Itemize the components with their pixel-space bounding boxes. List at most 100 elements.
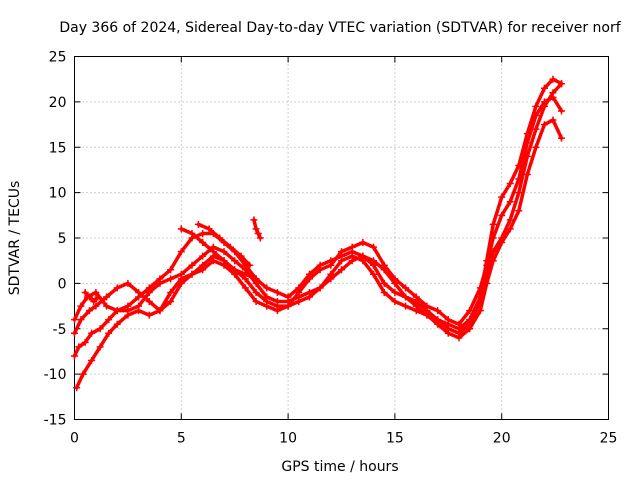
data-point [73,384,81,392]
data-point [177,275,185,283]
data-point [199,266,207,274]
data-point [327,257,335,265]
data-point [506,198,514,206]
data-point [124,302,132,310]
data-point [466,307,474,315]
data-point [532,143,540,151]
y-tick-label: 0 [58,276,67,292]
data-point [194,220,202,228]
data-point [316,261,324,269]
y-tick-label: 25 [49,50,67,66]
data-point [370,257,378,265]
data-point [423,302,431,310]
data-point [96,343,104,351]
data-point [489,220,497,228]
data-point [81,288,89,296]
data-point [199,229,207,237]
data-point [455,334,463,342]
y-axis-label: SDTVAR / TECUs [7,181,23,296]
data-point [88,357,96,365]
data-points [71,75,566,392]
data-point [79,370,87,378]
data-point [156,275,164,283]
data-point [199,239,207,247]
data-point [540,121,548,129]
x-tick-label: 25 [600,431,618,447]
data-point [188,261,196,269]
data-point [145,284,153,292]
data-point [135,293,143,301]
data-point [549,75,557,83]
data-point [220,248,228,256]
data-point [188,229,196,237]
data-point [532,125,540,133]
data-point [558,134,566,142]
data-point [113,284,121,292]
data-point [88,329,96,337]
data-point [105,316,113,324]
data-point [167,266,175,274]
data-point [92,302,100,310]
data-point [402,302,410,310]
data-point [316,284,324,292]
data-point [391,279,399,287]
data-point [380,279,388,287]
data-point [412,302,420,310]
data-point [252,225,260,233]
series-trace [74,118,564,390]
data-point [348,248,356,256]
data-point [256,234,264,242]
y-tick-label: 20 [49,95,67,111]
data-point [380,266,388,274]
data-point [523,170,531,178]
series-trace [252,218,263,240]
data-point [75,343,83,351]
data-point [167,288,175,296]
data-point [380,288,388,296]
x-tick-label: 0 [70,431,79,447]
data-point [284,302,292,310]
axis-ticks: 0 5 10 15 20 25 -15 -10 -5 0 5 10 15 20 25 [44,50,618,447]
data-point [71,352,78,360]
data-point [444,329,452,337]
data-point [498,239,506,247]
data-point [216,234,224,242]
series-trace [196,222,252,267]
data-point [177,225,185,233]
data-point [71,316,78,324]
data-point [105,329,113,337]
series-trace [83,290,100,304]
series-trace [72,77,564,331]
data-point [540,84,548,92]
data-point [188,270,196,278]
data-point [250,216,258,224]
data-point [515,161,523,169]
data-point [476,307,484,315]
series-track-8 [81,288,102,306]
data-point [167,298,175,306]
x-axis-label: GPS time / hours [281,459,398,475]
data-point [295,284,303,292]
data-point [273,307,281,315]
data-point [263,284,271,292]
data-point [359,252,367,260]
data-point [515,189,523,197]
data-point [549,93,557,101]
data-point [444,320,452,328]
series-trace [72,95,564,336]
data-point [220,257,228,265]
data-point [338,266,345,274]
data-point [205,225,213,233]
data-point [252,298,260,306]
data-point [391,288,399,296]
data-point [231,257,239,265]
data-point [391,298,399,306]
data-point [558,80,566,88]
data-point [483,257,491,265]
data-point [402,293,410,301]
data-point [135,307,143,315]
data-point [295,298,303,306]
data-point [94,293,102,301]
data-point [145,298,153,306]
